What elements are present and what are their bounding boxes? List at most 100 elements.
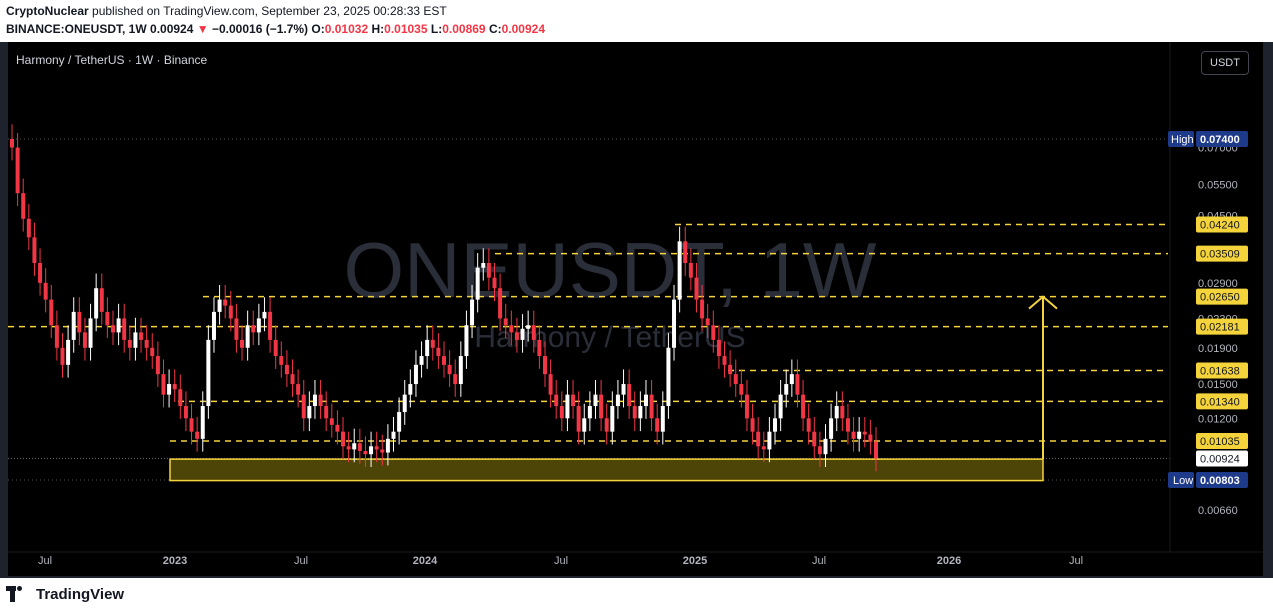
candle-body — [756, 431, 761, 447]
candle-body — [470, 299, 475, 326]
high-badge-label: 0.07400 — [1200, 134, 1240, 146]
candle-body — [110, 325, 115, 333]
candle-body — [627, 384, 632, 407]
candle-body — [273, 339, 278, 357]
candle-body — [632, 406, 637, 419]
candle-body — [251, 325, 256, 333]
candle-body — [660, 406, 665, 432]
candle-body — [666, 347, 671, 407]
candle-body — [425, 339, 430, 357]
high-label: H: — [371, 22, 385, 36]
candle-body — [874, 441, 878, 459]
candle-body — [195, 431, 200, 439]
level-badge — [1196, 318, 1248, 335]
candle-body — [857, 431, 862, 439]
candle-body — [643, 394, 648, 407]
candle-body — [604, 418, 609, 432]
close-label: C: — [488, 22, 502, 36]
candle-body — [486, 262, 491, 278]
candle-body — [284, 364, 289, 375]
y-tick-label: 0.02900 — [1198, 278, 1238, 290]
candle-body — [778, 394, 783, 419]
candle-body — [862, 431, 867, 435]
candle-body — [21, 193, 26, 219]
candle-body — [380, 449, 385, 453]
candle-body — [105, 311, 110, 326]
candle-body — [324, 406, 329, 419]
currency-button[interactable]: USDT — [1201, 51, 1249, 75]
chart-legend-title[interactable]: Harmony / TetherUS · 1W · Binance — [16, 53, 208, 67]
candle-body — [206, 339, 211, 407]
candle-body — [228, 305, 233, 319]
high-tag-label: High — [1171, 134, 1194, 146]
candle-body — [408, 384, 413, 395]
x-tick-label: Jul — [554, 555, 568, 567]
candle-body — [576, 406, 581, 432]
candle-body — [217, 299, 222, 312]
tradingview-logo[interactable]: TradingView — [6, 583, 124, 605]
symbol-label: BINANCE:ONEUSDT, 1W — [6, 22, 147, 36]
candle-body — [615, 394, 620, 407]
level-badge — [1196, 216, 1248, 233]
candle-body — [812, 431, 817, 447]
candle-body — [638, 406, 643, 419]
candle-body — [77, 311, 82, 333]
level-badge-label: 0.04240 — [1200, 220, 1240, 232]
candle-body — [307, 406, 312, 419]
candle-body — [817, 446, 822, 455]
candle-body — [127, 339, 132, 348]
candle-body — [172, 384, 177, 390]
candle-body — [806, 418, 811, 432]
candle-body — [526, 325, 531, 329]
candle-body — [559, 406, 564, 419]
level-badge-label: 0.02181 — [1200, 322, 1240, 334]
x-tick-label: Jul — [294, 555, 308, 567]
candle-body — [542, 356, 547, 375]
high-tag — [1168, 131, 1194, 147]
candle-body — [240, 339, 245, 348]
high-badge — [1196, 131, 1248, 147]
level-badge — [1196, 393, 1248, 410]
candle-body — [722, 356, 727, 365]
candle-body — [262, 311, 267, 319]
candle-body — [268, 311, 273, 340]
candle-body — [99, 288, 104, 312]
y-tick-label: 0.01200 — [1198, 413, 1238, 425]
chart-panel[interactable]: ONEUSDT, 1W Harmony / TetherUS 0.07000 0.05… — [8, 42, 1263, 576]
candle-body — [279, 356, 284, 365]
candle-body — [442, 356, 446, 365]
y-tick-label: 0.00660 — [1198, 505, 1238, 517]
x-tick-label: Jul — [1069, 555, 1083, 567]
candle-body — [711, 325, 716, 340]
low-tag-label: Low — [1173, 475, 1193, 487]
candle-body — [82, 332, 87, 348]
last-price: 0.00924 — [150, 22, 194, 36]
level-badge-label: 0.01035 — [1200, 436, 1240, 448]
watermark-symbol: ONEUSDT, 1W — [343, 226, 876, 314]
candle-body — [789, 374, 794, 385]
candle-body — [761, 446, 766, 450]
last-price-badge — [1196, 450, 1248, 467]
candle-body — [150, 347, 155, 357]
candle-body — [750, 418, 755, 432]
candle-body — [391, 431, 396, 439]
candle-body — [677, 241, 682, 300]
change-arrow-icon: ▼ — [196, 22, 209, 36]
candle-body — [223, 299, 228, 306]
x-tick-label: 2026 — [937, 555, 961, 567]
brand-name: TradingView — [36, 585, 125, 603]
candle-body — [475, 267, 480, 300]
candle-body — [189, 418, 194, 432]
support-zone — [169, 458, 1044, 482]
candle-body — [744, 394, 749, 419]
candle-body — [728, 364, 733, 375]
candle-body — [531, 325, 536, 340]
footer: TradingView — [0, 578, 1273, 611]
y-tick-label: 0.01900 — [1198, 343, 1238, 355]
author-name[interactable]: CryptoNuclear — [6, 4, 89, 18]
candle-body — [453, 374, 458, 385]
candle-body — [554, 394, 559, 407]
candle-body — [688, 262, 693, 278]
candle-body — [178, 389, 183, 407]
